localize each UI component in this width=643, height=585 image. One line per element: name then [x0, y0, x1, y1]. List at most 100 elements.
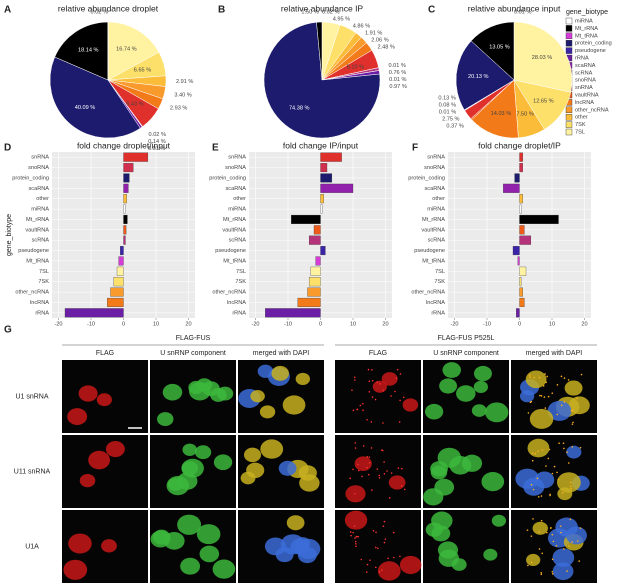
x-tick-label: 0: [518, 321, 521, 327]
granule: [563, 401, 566, 403]
slice-label: 0.97 %: [389, 84, 406, 90]
slice-label: 4.95 %: [333, 16, 350, 22]
bar: [519, 163, 523, 173]
y-tick-label: 7SK: [235, 279, 246, 285]
cell-nucleus: [430, 465, 448, 480]
granule: [392, 531, 395, 534]
cell-nucleus: [157, 412, 174, 427]
cell-nucleus: [456, 385, 476, 402]
granule: [357, 469, 360, 472]
granule: [567, 462, 570, 464]
granule: [366, 466, 368, 469]
slice-label: 3.40 %: [174, 93, 191, 99]
granule: [560, 404, 563, 407]
legend-swatch: [565, 113, 573, 121]
bar: [123, 204, 126, 214]
granule: [540, 395, 543, 397]
cell-nucleus: [210, 387, 227, 402]
y-tick-label: miRNA: [427, 207, 445, 213]
y-tick-label: vaultRNA: [25, 227, 49, 233]
y-tick-label: vaultRNA: [222, 227, 246, 233]
bar: [519, 194, 523, 204]
y-tick-label: scaRNA: [225, 186, 246, 192]
chart-title: fold change droplet/input: [77, 140, 171, 150]
slice-label: 2.06 %: [371, 37, 388, 43]
slice-label: 13.05 %: [489, 45, 510, 51]
cell-nucleus: [381, 372, 398, 386]
granule: [556, 384, 559, 386]
granule: [399, 373, 402, 375]
granule: [354, 492, 356, 495]
granule: [566, 451, 568, 453]
granule: [563, 377, 566, 379]
granule: [556, 413, 559, 416]
cell-nucleus: [532, 521, 548, 535]
slice-label: 14.03 %: [491, 111, 512, 117]
bar: [519, 225, 525, 235]
granule: [367, 368, 370, 371]
cell-nucleus: [101, 539, 117, 553]
granule: [390, 395, 392, 397]
granule: [399, 399, 401, 402]
cell-nucleus: [525, 370, 547, 389]
granule: [551, 472, 554, 475]
granule: [380, 449, 383, 451]
column-header: U snRNP component: [160, 350, 226, 357]
cell-nucleus: [180, 557, 201, 575]
granule: [544, 407, 547, 409]
row-label: U11 snRNA: [14, 468, 51, 475]
slice-label: 0.76 %: [389, 70, 406, 76]
y-tick-label: snRNA: [31, 155, 49, 161]
x-tick-label: -10: [87, 321, 95, 327]
x-tick-label: -10: [483, 321, 491, 327]
column-header: merged with DAPI: [526, 350, 582, 357]
granule: [551, 558, 554, 561]
granule: [579, 527, 582, 529]
granule: [375, 531, 377, 534]
granule: [399, 555, 401, 558]
slice-label: 0.14 %: [148, 139, 165, 145]
slice-label: 12.65 %: [533, 98, 554, 104]
bar: [320, 246, 326, 256]
granule: [570, 485, 572, 488]
pie-slice: [316, 21, 323, 81]
granule: [383, 520, 386, 523]
slice-label: 2.91 %: [176, 79, 193, 85]
y-tick-label: snRNA: [228, 155, 246, 161]
cell-nucleus: [105, 440, 125, 458]
pie-slice: [263, 21, 381, 139]
x-tick-label: 20: [581, 321, 587, 327]
cell-nucleus: [260, 439, 284, 459]
granule: [397, 467, 400, 469]
granule: [368, 461, 371, 464]
cell-nucleus: [564, 380, 583, 396]
bar: [265, 308, 321, 318]
bar: [123, 163, 134, 173]
slice-label: 7.50 %: [516, 112, 533, 118]
granule: [388, 497, 391, 499]
granule: [376, 468, 379, 470]
granule: [570, 487, 573, 490]
granule: [386, 470, 388, 472]
granule: [536, 477, 539, 480]
granule: [384, 538, 387, 540]
granule: [569, 481, 572, 484]
panel-letter: A: [4, 5, 11, 16]
granule: [530, 483, 533, 486]
chart-title: relative abundance input: [468, 3, 561, 13]
granule: [544, 373, 546, 375]
granule: [366, 456, 369, 458]
y-tick-label: snRNA: [427, 155, 445, 161]
slice-label: 28.03 %: [532, 55, 553, 61]
granule: [557, 478, 560, 481]
granule: [371, 379, 374, 382]
bar: [516, 308, 520, 318]
chart-title: fold change IP/input: [283, 140, 359, 150]
granule: [559, 525, 562, 527]
chart-title: relative abundance droplet: [58, 3, 159, 13]
granule: [538, 376, 541, 379]
pie-slice: [49, 56, 141, 139]
panel-letter: C: [428, 5, 435, 16]
granule: [532, 518, 534, 520]
legend-label: other: [575, 115, 588, 121]
